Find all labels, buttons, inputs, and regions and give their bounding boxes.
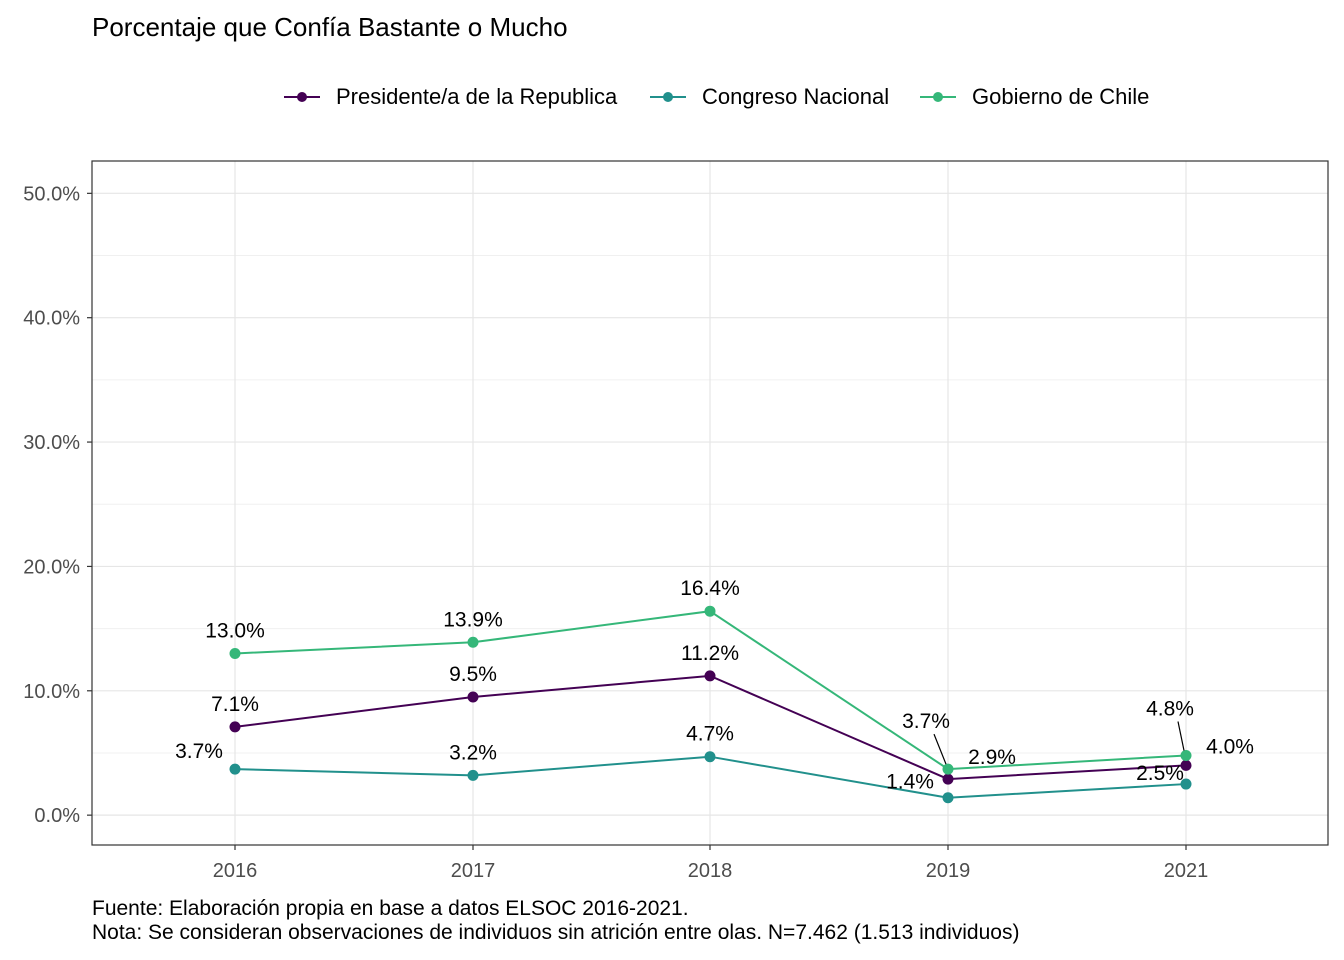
- data-point: [229, 647, 241, 659]
- data-label: 4.7%: [686, 723, 734, 746]
- y-tick-label: 30.0%: [23, 432, 80, 454]
- legend-key-presidente: [284, 92, 320, 102]
- y-tick-label: 40.0%: [23, 308, 80, 330]
- y-tick-label: 10.0%: [23, 681, 80, 703]
- data-label: 11.2%: [681, 642, 739, 665]
- data-point: [1180, 759, 1192, 771]
- x-tick-label: 2019: [926, 860, 971, 882]
- x-tick-label: 2018: [688, 860, 733, 882]
- x-tick-label: 2017: [451, 860, 496, 882]
- data-label: 2.5%: [1136, 762, 1184, 785]
- y-tick-label: 50.0%: [23, 183, 80, 205]
- legend-item-presidente: Presidente/a de la Republica: [282, 80, 617, 114]
- series-lines: [229, 605, 1192, 804]
- axes: 0.0% 10.0% 20.0% 30.0% 40.0% 50.0% 2016 2017 201…: [23, 183, 1208, 882]
- data-point: [704, 670, 716, 682]
- data-label: 13.0%: [205, 619, 265, 642]
- data-point: [467, 636, 479, 648]
- data-point: [467, 691, 479, 703]
- legend: Presidente/a de la Republica Congreso Na…: [0, 80, 1344, 114]
- legend-key-gobierno: [920, 92, 956, 102]
- legend-label-gobierno: Gobierno de Chile: [972, 84, 1150, 109]
- legend-item-congreso: Congreso Nacional: [648, 80, 889, 114]
- plot-panel-border: [91, 160, 1329, 846]
- chart-title: Porcentaje que Confía Bastante o Mucho: [92, 12, 568, 42]
- data-labels: 7.1% 9.5% 11.2% 2.9% 4.0% 3.7% 3.2% 4.7% 1.4% 2.5…: [175, 577, 1254, 794]
- data-point: [704, 751, 716, 763]
- x-tick-label: 2016: [213, 860, 258, 882]
- legend-key-congreso: [650, 92, 686, 102]
- data-label: 13.9%: [443, 608, 503, 631]
- y-tick-label: 0.0%: [34, 805, 80, 827]
- label-leader: [933, 733, 947, 765]
- label-leader: [1177, 721, 1185, 751]
- legend-label-congreso: Congreso Nacional: [702, 84, 890, 109]
- data-point: [704, 605, 716, 617]
- data-point: [942, 763, 954, 775]
- data-label: 2.9%: [968, 746, 1016, 769]
- data-point: [942, 773, 954, 785]
- data-point: [1180, 749, 1192, 761]
- data-label: 9.5%: [449, 663, 497, 686]
- data-label: 3.7%: [175, 740, 223, 763]
- data-point: [229, 721, 241, 733]
- grid: [92, 161, 1328, 845]
- data-point: [1180, 778, 1192, 790]
- data-point: [467, 769, 479, 781]
- data-point: [942, 792, 954, 804]
- data-point: [229, 763, 241, 775]
- data-label: 3.7%: [902, 710, 950, 733]
- caption-source: Fuente: Elaboración propia en base a dat…: [92, 897, 689, 920]
- y-tick-label: 20.0%: [23, 556, 80, 578]
- data-label: 4.8%: [1146, 697, 1194, 720]
- data-label: 3.2%: [449, 741, 497, 764]
- data-label: 4.0%: [1206, 735, 1254, 758]
- x-tick-label: 2021: [1164, 860, 1209, 882]
- data-label: 7.1%: [211, 693, 259, 716]
- caption-note: Nota: Se consideran observaciones de ind…: [92, 921, 1020, 944]
- data-label: 1.4%: [886, 771, 934, 794]
- data-label: 16.4%: [680, 577, 740, 600]
- legend-item-gobierno: Gobierno de Chile: [918, 80, 1149, 114]
- legend-label-presidente: Presidente/a de la Republica: [336, 84, 618, 109]
